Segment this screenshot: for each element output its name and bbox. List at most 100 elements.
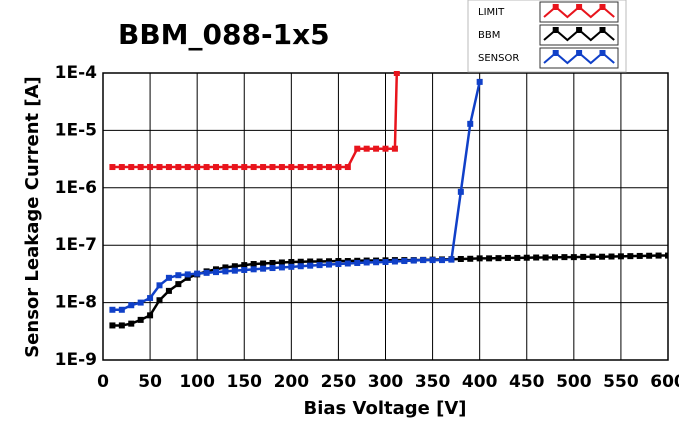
data-point (231, 164, 238, 171)
data-point (467, 255, 474, 262)
x-tick-label: 350 (415, 372, 451, 392)
data-point (260, 265, 267, 272)
data-point (420, 257, 427, 264)
data-point (410, 257, 417, 264)
data-point (307, 164, 314, 171)
x-tick-label: 250 (321, 372, 357, 392)
data-point (288, 258, 295, 265)
data-point (137, 299, 144, 306)
data-point (646, 252, 653, 259)
data-point (222, 164, 229, 171)
legend-label: BBM (478, 30, 500, 41)
x-tick-label: 400 (462, 372, 498, 392)
data-point (278, 259, 285, 266)
data-point (231, 267, 238, 274)
data-point (165, 164, 172, 171)
legend-swatch-marker (552, 27, 559, 33)
legend-swatch-marker (599, 50, 606, 56)
data-point (580, 253, 587, 260)
data-point (175, 281, 182, 288)
legend-swatch-marker (576, 27, 583, 33)
data-point (137, 164, 144, 171)
data-point (373, 145, 380, 152)
data-point (109, 164, 116, 171)
data-point (514, 254, 521, 261)
y-tick-label: 1E-6 (55, 178, 97, 198)
data-point (457, 255, 464, 262)
y-axis-label: Sensor Leakage Current [A] (22, 76, 43, 358)
data-point (260, 164, 267, 171)
y-tick-label: 1E-4 (55, 63, 97, 83)
data-point (363, 145, 370, 152)
data-point (363, 259, 370, 266)
x-tick-label: 450 (509, 372, 545, 392)
x-tick-label: 0 (97, 372, 109, 392)
data-point (316, 258, 323, 265)
data-point (165, 287, 172, 294)
data-point (109, 306, 116, 313)
data-point (260, 260, 267, 267)
data-point (486, 255, 493, 262)
x-tick-label: 300 (368, 372, 404, 392)
data-point (147, 164, 154, 171)
data-point (194, 270, 201, 277)
data-point (533, 254, 540, 261)
legend-swatch-box (539, 1, 619, 23)
data-point (316, 164, 323, 171)
data-point (156, 297, 163, 304)
data-point (354, 259, 361, 266)
y-tick-label: 1E-5 (55, 120, 97, 140)
data-point (175, 164, 182, 171)
data-point (382, 258, 389, 265)
data-point (184, 271, 191, 278)
data-point (335, 164, 342, 171)
data-point (297, 258, 304, 265)
data-point (589, 253, 596, 260)
data-point (250, 261, 257, 268)
legend-swatch-marker (599, 4, 606, 10)
data-point (213, 164, 219, 171)
data-point (608, 253, 615, 260)
data-point (156, 164, 163, 171)
data-point (156, 282, 163, 289)
data-point (250, 266, 257, 273)
data-point (288, 164, 295, 171)
x-tick-label: 150 (227, 372, 263, 392)
data-point (344, 260, 351, 267)
data-point (203, 164, 210, 171)
x-tick-label: 600 (650, 372, 679, 392)
data-point (137, 316, 144, 323)
chart-title: BBM_088-1x5 (118, 18, 330, 51)
data-point (307, 262, 314, 269)
data-point (552, 254, 558, 261)
data-point (457, 188, 464, 195)
legend-swatch-marker (552, 50, 559, 56)
data-point (118, 306, 125, 313)
data-point (231, 263, 238, 270)
data-point (269, 164, 276, 171)
data-point (476, 255, 483, 262)
data-point (278, 164, 285, 171)
data-point (175, 272, 182, 279)
data-point (393, 71, 400, 76)
y-tick-label: 1E-9 (55, 350, 97, 370)
data-point (288, 263, 295, 270)
data-point (250, 164, 257, 171)
data-point (561, 254, 568, 261)
data-point (118, 164, 125, 171)
data-point (655, 252, 662, 259)
y-tick-label: 1E-7 (55, 235, 97, 255)
grid: 1E-9 1E-8 1E-7 1E-6 1E-5 1E-4 0 50 100 150 200 250 3… (55, 63, 679, 392)
legend: LIMIT BBM SENSOR (467, 0, 627, 73)
data-point (165, 274, 172, 281)
data-point (307, 258, 314, 265)
x-tick-label: 50 (138, 372, 162, 392)
data-point (222, 268, 229, 275)
data-point (523, 254, 530, 261)
data-point (627, 253, 634, 260)
x-tick-label: 550 (603, 372, 639, 392)
legend-swatch-marker (576, 4, 583, 10)
x-axis-label: Bias Voltage [V] (304, 398, 467, 419)
legend-label: LIMIT (478, 7, 505, 18)
